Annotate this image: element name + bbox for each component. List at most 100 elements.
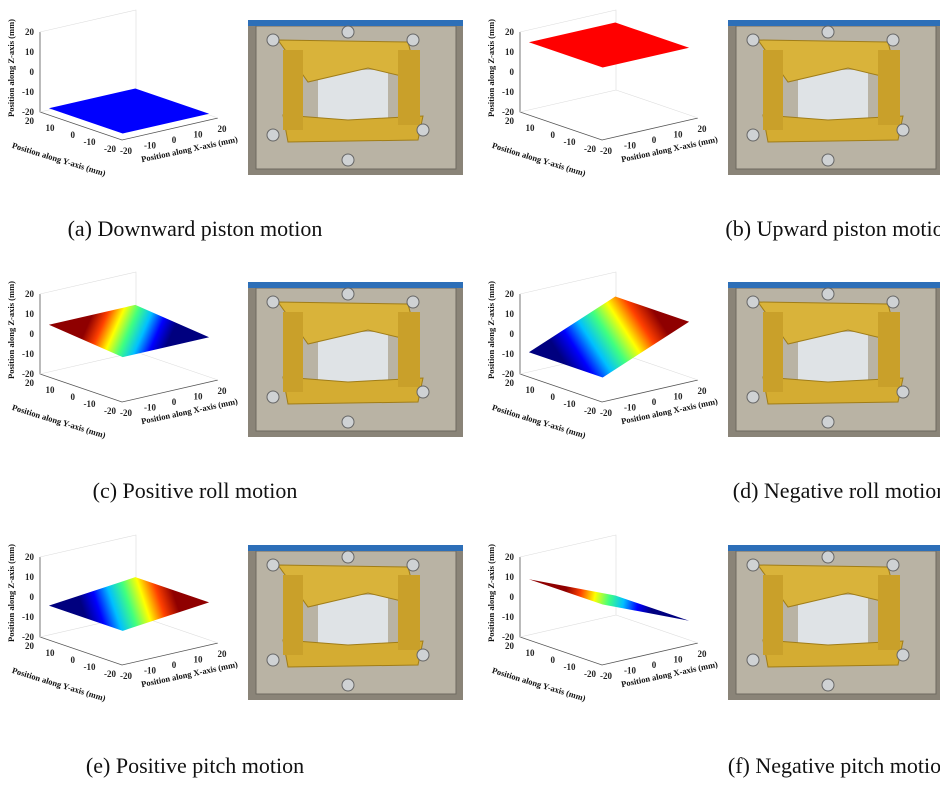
gold-flap xyxy=(283,50,303,130)
y-tick-label: 0 xyxy=(71,130,76,140)
gold-flap xyxy=(878,575,900,650)
membrane xyxy=(318,70,388,125)
photo-top xyxy=(248,282,463,288)
x-tick-label: -10 xyxy=(144,666,156,676)
y-tick-label: -20 xyxy=(584,144,596,154)
screw xyxy=(822,154,834,166)
z-tick-label: -10 xyxy=(22,87,34,97)
x-tick-label: -20 xyxy=(120,408,132,418)
panel: 20100-10-2020100-10-20-20-1001020Positio… xyxy=(6,535,463,778)
y-tick-label: 10 xyxy=(46,123,56,133)
y-tick-label: 10 xyxy=(526,385,536,395)
z-axis-label: Position along Z-axis (mm) xyxy=(486,19,496,117)
y-tick-label: -10 xyxy=(564,137,576,147)
grid-box xyxy=(616,90,698,118)
x-tick-label: -20 xyxy=(120,671,132,681)
caption: (a) Downward piston motion xyxy=(68,216,323,241)
z-axis-label: Position along Z-axis (mm) xyxy=(486,281,496,379)
x-tick-label: -10 xyxy=(624,403,636,413)
plane-surface xyxy=(529,23,689,68)
photo-top xyxy=(728,545,940,551)
membrane xyxy=(798,70,868,125)
y-tick-label: 20 xyxy=(505,116,515,126)
grid-box xyxy=(520,535,616,637)
screw xyxy=(747,559,759,571)
y-tick-label: 0 xyxy=(551,655,556,665)
photo xyxy=(728,545,940,700)
screw xyxy=(747,34,759,46)
photo-top xyxy=(248,20,463,26)
y-tick-label: -20 xyxy=(104,144,116,154)
y-tick-label: 10 xyxy=(526,648,536,658)
x-tick-label: -20 xyxy=(600,146,612,156)
x-tick-label: 10 xyxy=(674,392,684,402)
grid-box xyxy=(616,615,698,643)
y-tick-label: -10 xyxy=(564,662,576,672)
y-tick-label: 20 xyxy=(505,378,515,388)
screw xyxy=(417,649,429,661)
x-tick-label: 20 xyxy=(698,124,708,134)
y-tick-label: -10 xyxy=(84,137,96,147)
screw xyxy=(897,649,909,661)
plane-surface xyxy=(529,579,689,620)
plane-surface xyxy=(49,577,209,631)
x-tick-label: -10 xyxy=(144,403,156,413)
photo-top xyxy=(728,282,940,288)
gold-flap xyxy=(763,575,783,655)
membrane xyxy=(798,332,868,387)
z-tick-label: 0 xyxy=(510,592,515,602)
y-tick-label: -10 xyxy=(84,662,96,672)
screw xyxy=(747,129,759,141)
x-tick-label: 20 xyxy=(698,386,708,396)
gold-flap xyxy=(878,50,900,125)
screw xyxy=(267,34,279,46)
gold-flap xyxy=(398,575,420,650)
y-tick-label: -10 xyxy=(564,399,576,409)
screw xyxy=(407,296,419,308)
z-tick-label: 20 xyxy=(505,552,515,562)
z-tick-label: 10 xyxy=(25,47,35,57)
z-axis-label: Position along Z-axis (mm) xyxy=(6,281,16,379)
screw xyxy=(407,34,419,46)
z-tick-label: 0 xyxy=(30,329,35,339)
caption: (f) Negative pitch motion xyxy=(728,753,940,778)
z-tick-label: 10 xyxy=(25,572,35,582)
screw xyxy=(747,391,759,403)
panel: 20100-10-2020100-10-20-20-1001020Positio… xyxy=(486,10,940,241)
gold-flap xyxy=(763,312,783,392)
y-tick-label: 20 xyxy=(25,378,35,388)
x-tick-label: 0 xyxy=(172,660,177,670)
z-tick-label: 20 xyxy=(25,27,35,37)
screw xyxy=(342,551,354,563)
membrane xyxy=(318,332,388,387)
screw xyxy=(822,288,834,300)
gold-flap xyxy=(878,312,900,387)
z-tick-label: 0 xyxy=(30,67,35,77)
photo-top xyxy=(728,20,940,26)
screw xyxy=(407,559,419,571)
z-tick-label: 0 xyxy=(510,67,515,77)
x-tick-label: 10 xyxy=(674,130,684,140)
screw xyxy=(267,559,279,571)
screw xyxy=(267,391,279,403)
x-tick-label: 0 xyxy=(652,397,657,407)
y-tick-label: -20 xyxy=(104,406,116,416)
screw xyxy=(887,296,899,308)
plane-surface xyxy=(49,305,209,357)
screw xyxy=(342,416,354,428)
screw xyxy=(747,654,759,666)
y-tick-label: 0 xyxy=(551,392,556,402)
z-tick-label: 0 xyxy=(30,592,35,602)
y-tick-label: 10 xyxy=(46,385,56,395)
y-tick-label: 0 xyxy=(551,130,556,140)
caption: (d) Negative roll motion xyxy=(733,478,940,503)
screw xyxy=(342,679,354,691)
photo xyxy=(248,20,463,175)
z-tick-label: 10 xyxy=(505,47,515,57)
screw xyxy=(342,288,354,300)
y-tick-label: 10 xyxy=(46,648,56,658)
screw xyxy=(267,296,279,308)
screw xyxy=(417,124,429,136)
screw xyxy=(897,386,909,398)
plane-surface xyxy=(49,89,209,134)
